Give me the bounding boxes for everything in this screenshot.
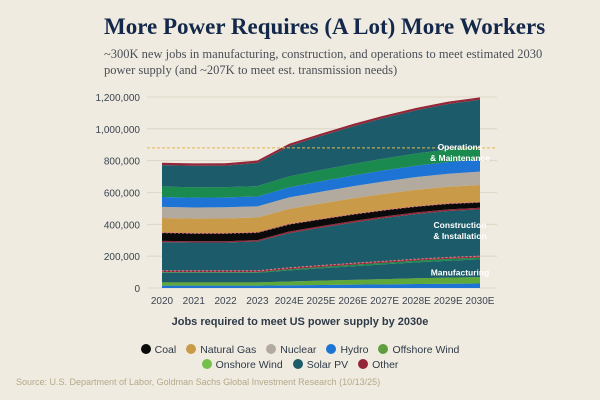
x-tick-label: 2029E [434, 296, 463, 307]
legend-row-1: Coal Natural Gas Nuclear Hydro Offshore Wind [0, 344, 600, 356]
x-tick-label: 2028E [402, 296, 431, 307]
chart-subtitle: ~300K new jobs in manufacturing, constru… [104, 47, 543, 77]
legend-swatch [266, 344, 277, 354]
group-label: & Maintenance [430, 153, 490, 163]
legend-item: Onshore Wind [201, 359, 283, 371]
x-axis-label: Jobs required to meet US power supply by… [171, 316, 429, 328]
source-note: Source: U.S. Department of Labor, Goldma… [16, 377, 381, 387]
area-manufacturing-other [162, 256, 480, 273]
legend-label: Nuclear [280, 344, 317, 356]
group-label: & Installation [433, 231, 486, 241]
legend-row-2: Onshore Wind Solar PV Other [0, 359, 600, 371]
area-operations-maintenance-solar-pv [162, 99, 480, 188]
area-operations-maintenance-hydro [162, 159, 480, 208]
legend-item: Other [358, 359, 398, 371]
area-layers [161, 97, 481, 288]
y-tick-label: 800,000 [104, 157, 141, 168]
y-tick-label: 600,000 [104, 189, 141, 200]
legend-item: Natural Gas [186, 344, 256, 356]
x-tick-label: 2025E [307, 296, 336, 307]
area-operations-maintenance-offshore-wind [162, 146, 480, 198]
legend-item: Coal [140, 344, 177, 356]
group-divider-line [161, 201, 481, 234]
legend-swatch [378, 344, 389, 354]
area-construction-installation-coal [162, 202, 480, 242]
y-tick-label: 1,000,000 [96, 125, 141, 136]
area-operations-maintenance-natural-gas [162, 185, 480, 234]
legend-label: Solar PV [306, 359, 349, 371]
area-manufacturing-onshore-wind [162, 277, 480, 286]
y-tick-label: 400,000 [104, 220, 141, 231]
x-tick-label: 2030E [466, 296, 495, 307]
legend-swatch [326, 344, 337, 354]
group-labels: Manufacturing Construction& Installation O… [430, 142, 490, 278]
group-divider-line [162, 255, 481, 272]
area-operations-maintenance-nuclear [162, 171, 480, 219]
x-tick-label: 2021 [183, 296, 206, 307]
x-tick-label: 2024E [275, 296, 304, 307]
area-construction-installation-solar-pv [162, 209, 480, 271]
y-tick-label: 1,200,000 [96, 93, 141, 104]
x-tick-label: 2026E [338, 296, 367, 307]
legend-item: Solar PV [292, 359, 349, 371]
legend-label: Hydro [340, 344, 369, 356]
area-manufacturing-hydro [162, 283, 480, 288]
x-tick-label: 2023 [246, 296, 269, 307]
legend-item: Nuclear [266, 344, 316, 356]
legend-label: Natural Gas [200, 344, 257, 356]
legend-label: Offshore Wind [392, 344, 460, 356]
group-label: Operations [438, 142, 483, 152]
x-tick-label: 2027E [370, 296, 399, 307]
group-label: Manufacturing [431, 268, 490, 278]
legend-swatch [201, 359, 212, 369]
legend-swatch [186, 344, 197, 354]
y-axis-ticks: 0 200,000 400,000 600,000 800,000 1,000,000 1,… [96, 93, 141, 295]
y-tick-label: 0 [134, 284, 140, 295]
legend-swatch [140, 344, 151, 354]
legend-label: Onshore Wind [215, 359, 283, 371]
y-tick-label: 200,000 [104, 252, 141, 263]
legend-swatch [358, 359, 369, 369]
legend-item: Hydro [326, 344, 368, 356]
legend-swatch [292, 359, 303, 369]
chart-title: More Power Requires (A Lot) More Workers [104, 14, 546, 39]
x-axis-ticks: 2020 2021 2022 2023 2024E 2025E 2026E 2027E 2028… [151, 296, 495, 307]
area-manufacturing-solar-pv [162, 259, 480, 283]
legend-label: Coal [154, 344, 177, 356]
area-manufacturing-offshore-wind [162, 257, 480, 273]
x-tick-label: 2020 [151, 296, 174, 307]
legend-item: Offshore Wind [378, 344, 459, 356]
group-label: Construction [434, 220, 487, 230]
x-tick-label: 2022 [214, 296, 237, 307]
legend-label: Other [372, 359, 399, 371]
